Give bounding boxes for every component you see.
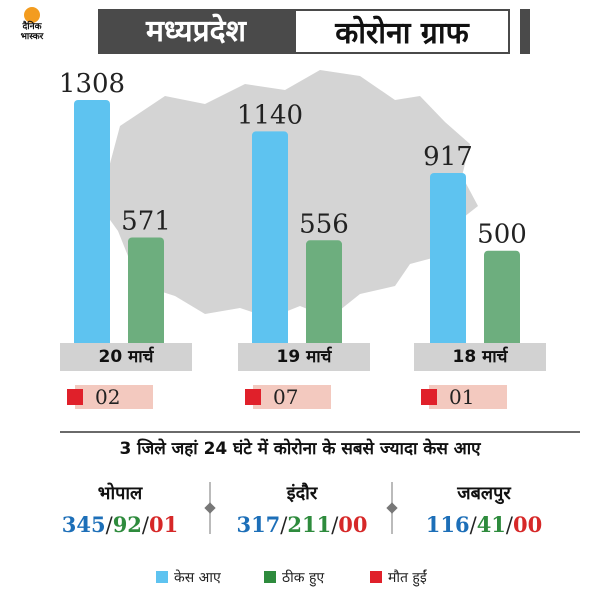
legend-label: मौत हुईं bbox=[388, 570, 427, 586]
date-label: 20 मार्च bbox=[60, 343, 192, 371]
legend-label: ठीक हुए bbox=[282, 570, 325, 586]
district-indore: इंदौर 317/211/00 bbox=[212, 480, 392, 540]
district-deaths: 00 bbox=[513, 512, 543, 537]
bar-recovered bbox=[306, 240, 342, 348]
district-name: भोपाल bbox=[97, 483, 143, 504]
bar-cases bbox=[430, 172, 466, 348]
legend-deaths: मौत हुईं bbox=[370, 567, 427, 589]
district-deaths: 00 bbox=[338, 512, 368, 537]
death-marker-icon bbox=[421, 389, 437, 405]
district-bhopal: भोपाल 345/92/01 bbox=[30, 480, 210, 540]
bar-cases bbox=[74, 100, 110, 348]
district-name: इंदौर bbox=[286, 483, 318, 504]
bar-value-label: 500 bbox=[477, 220, 527, 250]
date-label: 18 मार्च bbox=[414, 343, 546, 371]
sun-icon bbox=[24, 7, 40, 23]
separator: / bbox=[280, 513, 288, 537]
bar-value-label: 1140 bbox=[237, 100, 303, 130]
district-divider bbox=[386, 482, 398, 534]
deaths-badge: 07 bbox=[245, 385, 331, 409]
district-recovered: 211 bbox=[287, 512, 332, 537]
header-title: कोरोना ग्राफ bbox=[294, 9, 510, 54]
deaths-badge: 01 bbox=[421, 385, 507, 409]
header-accent-bar bbox=[520, 9, 530, 54]
bar-cases bbox=[252, 131, 288, 348]
deaths-value: 01 bbox=[449, 385, 475, 409]
district-cases: 317 bbox=[236, 512, 281, 537]
logo-text-1: दैनिक bbox=[22, 22, 42, 32]
bar-value-label: 1308 bbox=[59, 69, 125, 99]
district-recovered: 41 bbox=[476, 512, 506, 537]
districts-subtitle: 3 जिले जहां 24 घंटे में कोरोना के सबसे ज… bbox=[119, 439, 481, 459]
district-recovered: 92 bbox=[112, 512, 142, 537]
separator: / bbox=[141, 513, 149, 537]
bar-recovered bbox=[484, 250, 520, 348]
district-stats: 317/211/00 bbox=[212, 510, 392, 540]
district-divider bbox=[204, 482, 216, 534]
deaths-value: 07 bbox=[273, 385, 299, 409]
bar-value-label: 917 bbox=[423, 142, 473, 172]
separator: / bbox=[331, 513, 339, 537]
district-jabalpur: जबलपुर 116/41/00 bbox=[394, 480, 574, 540]
legend-swatch-cases bbox=[156, 571, 168, 583]
district-stats: 116/41/00 bbox=[394, 510, 574, 540]
district-deaths: 01 bbox=[149, 512, 179, 537]
district-cases: 345 bbox=[61, 512, 106, 537]
bar-value-label: 571 bbox=[121, 206, 171, 236]
dainik-bhaskar-logo: दैनिक भास्कर bbox=[10, 6, 52, 50]
district-name: जबलपुर bbox=[457, 483, 511, 504]
bar-chart: 1308 571 1140 556 917 500 bbox=[59, 69, 527, 348]
legend-recovered: ठीक हुए bbox=[264, 567, 324, 589]
deaths-badge: 02 bbox=[67, 385, 153, 409]
death-marker-icon bbox=[67, 389, 83, 405]
bar-value-label: 556 bbox=[299, 209, 349, 239]
district-cases: 116 bbox=[425, 512, 470, 537]
bar-recovered bbox=[128, 237, 164, 348]
legend-swatch-deaths bbox=[370, 571, 382, 583]
legend-swatch-recovered bbox=[264, 571, 276, 583]
separator: / bbox=[469, 513, 477, 537]
legend-label: केस आए bbox=[174, 570, 221, 586]
deaths-value: 02 bbox=[95, 385, 121, 409]
death-marker-icon bbox=[245, 389, 261, 405]
logo-text-2: भास्कर bbox=[20, 32, 44, 42]
divider-line bbox=[60, 431, 580, 433]
date-label: 19 मार्च bbox=[238, 343, 370, 371]
mp-map-silhouette bbox=[100, 70, 478, 318]
header-state: मध्यप्रदेश bbox=[98, 9, 294, 54]
legend-cases: केस आए bbox=[156, 567, 221, 589]
separator: / bbox=[505, 513, 513, 537]
district-stats: 345/92/01 bbox=[30, 510, 210, 540]
separator: / bbox=[105, 513, 113, 537]
